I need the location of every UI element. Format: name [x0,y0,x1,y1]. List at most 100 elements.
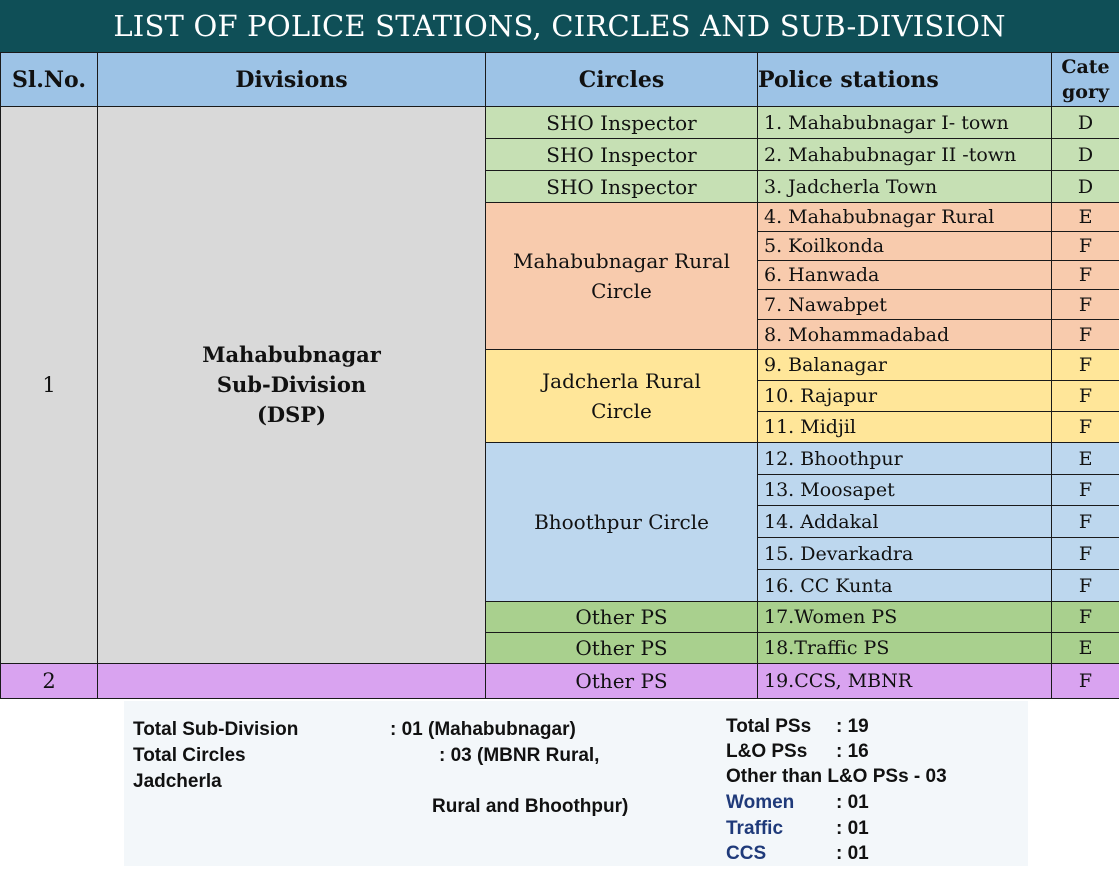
station-name: 18.Traffic PS [757,632,1052,664]
station-name: 4. Mahabubnagar Rural [757,202,1052,232]
division-officer: (DSP) [256,402,327,427]
station-name: 17.Women PS [757,601,1052,633]
total-circles-label: Total Circles [133,745,246,766]
total-ps-value: : 19 [836,716,869,737]
station-name: 8. Mohammadabad [757,319,1052,350]
station-name: 11. Midjil [757,411,1052,443]
traffic-value: : 01 [836,818,869,839]
station-name: 16. CC Kunta [757,569,1052,602]
page-title: LIST OF POLICE STATIONS, CIRCLES AND SUB… [0,0,1119,52]
table-row: Other PS 18.Traffic PS E [1,632,1119,664]
circle-suffix: Circle [591,279,652,303]
station-category: F [1051,231,1119,261]
station-name: 13. Moosapet [757,474,1052,506]
station-name: 9. Balanagar [757,349,1052,381]
division-cell: Mahabubnagar Sub-Division (DSP) [97,106,486,664]
table-row: Bhoothpur Circle 12. Bhoothpur E [1,442,1119,602]
table-row: 13. Moosapet F [1,474,1119,506]
header-sl-no: Sl.No. [0,52,98,107]
station-name: 19.CCS, MBNR [757,663,1052,699]
station-name: 12. Bhoothpur [757,442,1052,475]
circle-cell: Jadcherla Rural Circle [485,349,758,443]
traffic-label: Traffic [726,818,784,839]
station-category: E [1051,202,1119,232]
circle-cell: SHO Inspector [485,170,758,203]
station-category: F [1051,663,1119,699]
station-category: F [1051,411,1119,443]
circle-name: Mahabubnagar Rural [513,249,730,273]
table-row: SHO Inspector 2. Mahabubnagar II -town D [1,138,1119,171]
station-name: 5. Koilkonda [757,231,1052,261]
station-name: 3. Jadcherla Town [757,170,1052,203]
table-row: Jadcherla Rural Circle 9. Balanagar F [1,349,1119,443]
header-category-line2: gory [1061,80,1109,103]
table-row: Mahabubnagar Rural Circle 4. Mahabubnaga… [1,202,1119,350]
station-category: F [1051,474,1119,506]
header-police-stations: Police stations [757,52,1052,107]
total-circles-value: : 03 (MBNR Rural, [439,745,600,766]
header-category-line1: Cate [1061,55,1110,78]
station-name: 15. Devarkadra [757,537,1052,570]
division-cell [97,663,486,699]
header-category: Cate gory [1051,52,1119,107]
division-type: Sub-Division [216,372,367,397]
table-row: 8. Mohammadabad F [1,319,1119,350]
circle-cell: Mahabubnagar Rural Circle [485,202,758,350]
station-category: D [1051,106,1119,139]
station-category: D [1051,170,1119,203]
header-circles: Circles [485,52,758,107]
station-name: 6. Hanwada [757,260,1052,290]
circle-cell: SHO Inspector [485,106,758,139]
circle-cell: Bhoothpur Circle [485,442,758,602]
station-category: F [1051,289,1119,320]
circle-cell: Other PS [485,601,758,633]
circle-name: Jadcherla Rural [542,369,701,393]
station-category: D [1051,138,1119,171]
station-category: F [1051,380,1119,412]
ccs-label: CCS [726,843,767,864]
table-row: 1 Mahabubnagar Sub-Division (DSP) SHO In… [0,106,1119,664]
station-name: 2. Mahabubnagar II -town [757,138,1052,171]
table-row: 16. CC Kunta F [1,569,1119,602]
total-ps-label: Total PSs [726,716,812,737]
circle-suffix: Circle [591,399,652,423]
station-name: 14. Addakal [757,505,1052,538]
lo-ps-label: L&O PSs [726,741,808,762]
summary-panel: Total Sub-Division : 01 (Mahabubnagar) T… [124,701,1028,866]
station-name: 10. Rajapur [757,380,1052,412]
other-than-lo-ps: Other than L&O PSs - 03 [726,766,947,787]
sl-no-cell: 2 [0,663,98,699]
station-name: 7. Nawabpet [757,289,1052,320]
table-row: 2 Other PS 19.CCS, MBNR F [0,663,1119,699]
header-row: Sl.No. Divisions Circles Police stations… [0,52,1119,107]
women-value: : 01 [836,792,869,813]
total-sub-division-value: : 01 (Mahabubnagar) [390,719,576,740]
header-divisions: Divisions [97,52,486,107]
police-stations-table: Sl.No. Divisions Circles Police stations… [0,52,1119,699]
table-row: 10. Rajapur F [1,380,1119,412]
ccs-value: : 01 [836,843,869,864]
table-row: SHO Inspector 3. Jadcherla Town D [1,170,1119,203]
table-row: 7. Nawabpet F [1,289,1119,320]
station-category: E [1051,632,1119,664]
station-category: F [1051,569,1119,602]
circle-cell: Other PS [485,632,758,664]
total-circles-continued: Jadcherla [133,771,222,792]
sl-no-cell: 1 [0,106,98,664]
station-category: F [1051,537,1119,570]
station-category: E [1051,442,1119,475]
station-category: F [1051,349,1119,381]
total-circles-continued-2: Rural and Bhoothpur) [432,796,629,817]
circle-cell: Other PS [485,663,758,699]
table-row: Other PS 17.Women PS F [1,601,1119,633]
division-name: Mahabubnagar [202,342,381,367]
lo-ps-value: : 16 [836,741,869,762]
women-label: Women [726,792,795,813]
station-category: F [1051,601,1119,633]
station-category: F [1051,260,1119,290]
total-sub-division-label: Total Sub-Division [133,719,299,740]
circle-cell: SHO Inspector [485,138,758,171]
station-name: 1. Mahabubnagar I- town [757,106,1052,139]
station-category: F [1051,505,1119,538]
station-category: F [1051,319,1119,350]
